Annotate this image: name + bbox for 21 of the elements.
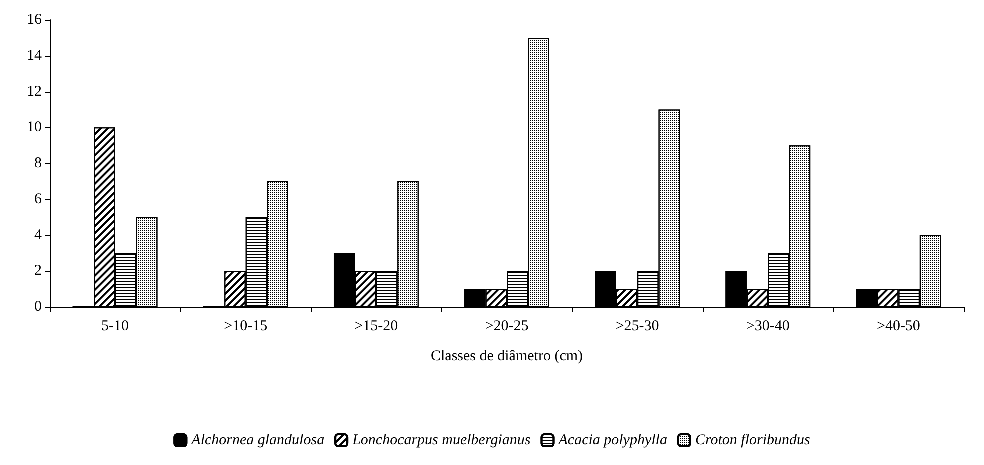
legend-label: Croton floribundus: [695, 432, 811, 448]
y-tick-label: 6: [34, 191, 42, 208]
y-tick-label: 0: [34, 299, 42, 315]
x-tick-label: >20-25: [485, 318, 529, 334]
x-tick-label: >15-20: [354, 318, 398, 334]
x-tick-label: >30-40: [746, 318, 790, 334]
y-tick-label: 14: [27, 48, 42, 64]
x-axis-title: Classes de diâmetro (cm): [430, 348, 584, 364]
legend-label: Alchornea glandulosa: [190, 432, 325, 448]
x-tick-label: >40-50: [876, 318, 920, 334]
y-tick-label: 10: [27, 120, 42, 136]
y-tick-label: 16: [27, 12, 42, 28]
legend-label: Acacia polyphylla: [558, 432, 668, 448]
x-tick-label: >25-30: [616, 318, 660, 334]
legend-label: Lonchocarpus muelbergianus: [352, 432, 531, 448]
y-tick-label: 8: [34, 156, 42, 172]
y-tick-label: 4: [34, 227, 42, 244]
y-tick-label: 2: [34, 263, 42, 280]
x-tick-label: 5-10: [102, 318, 130, 334]
x-tick-label: >10-15: [224, 318, 268, 334]
y-tick-label: 12: [27, 84, 42, 100]
